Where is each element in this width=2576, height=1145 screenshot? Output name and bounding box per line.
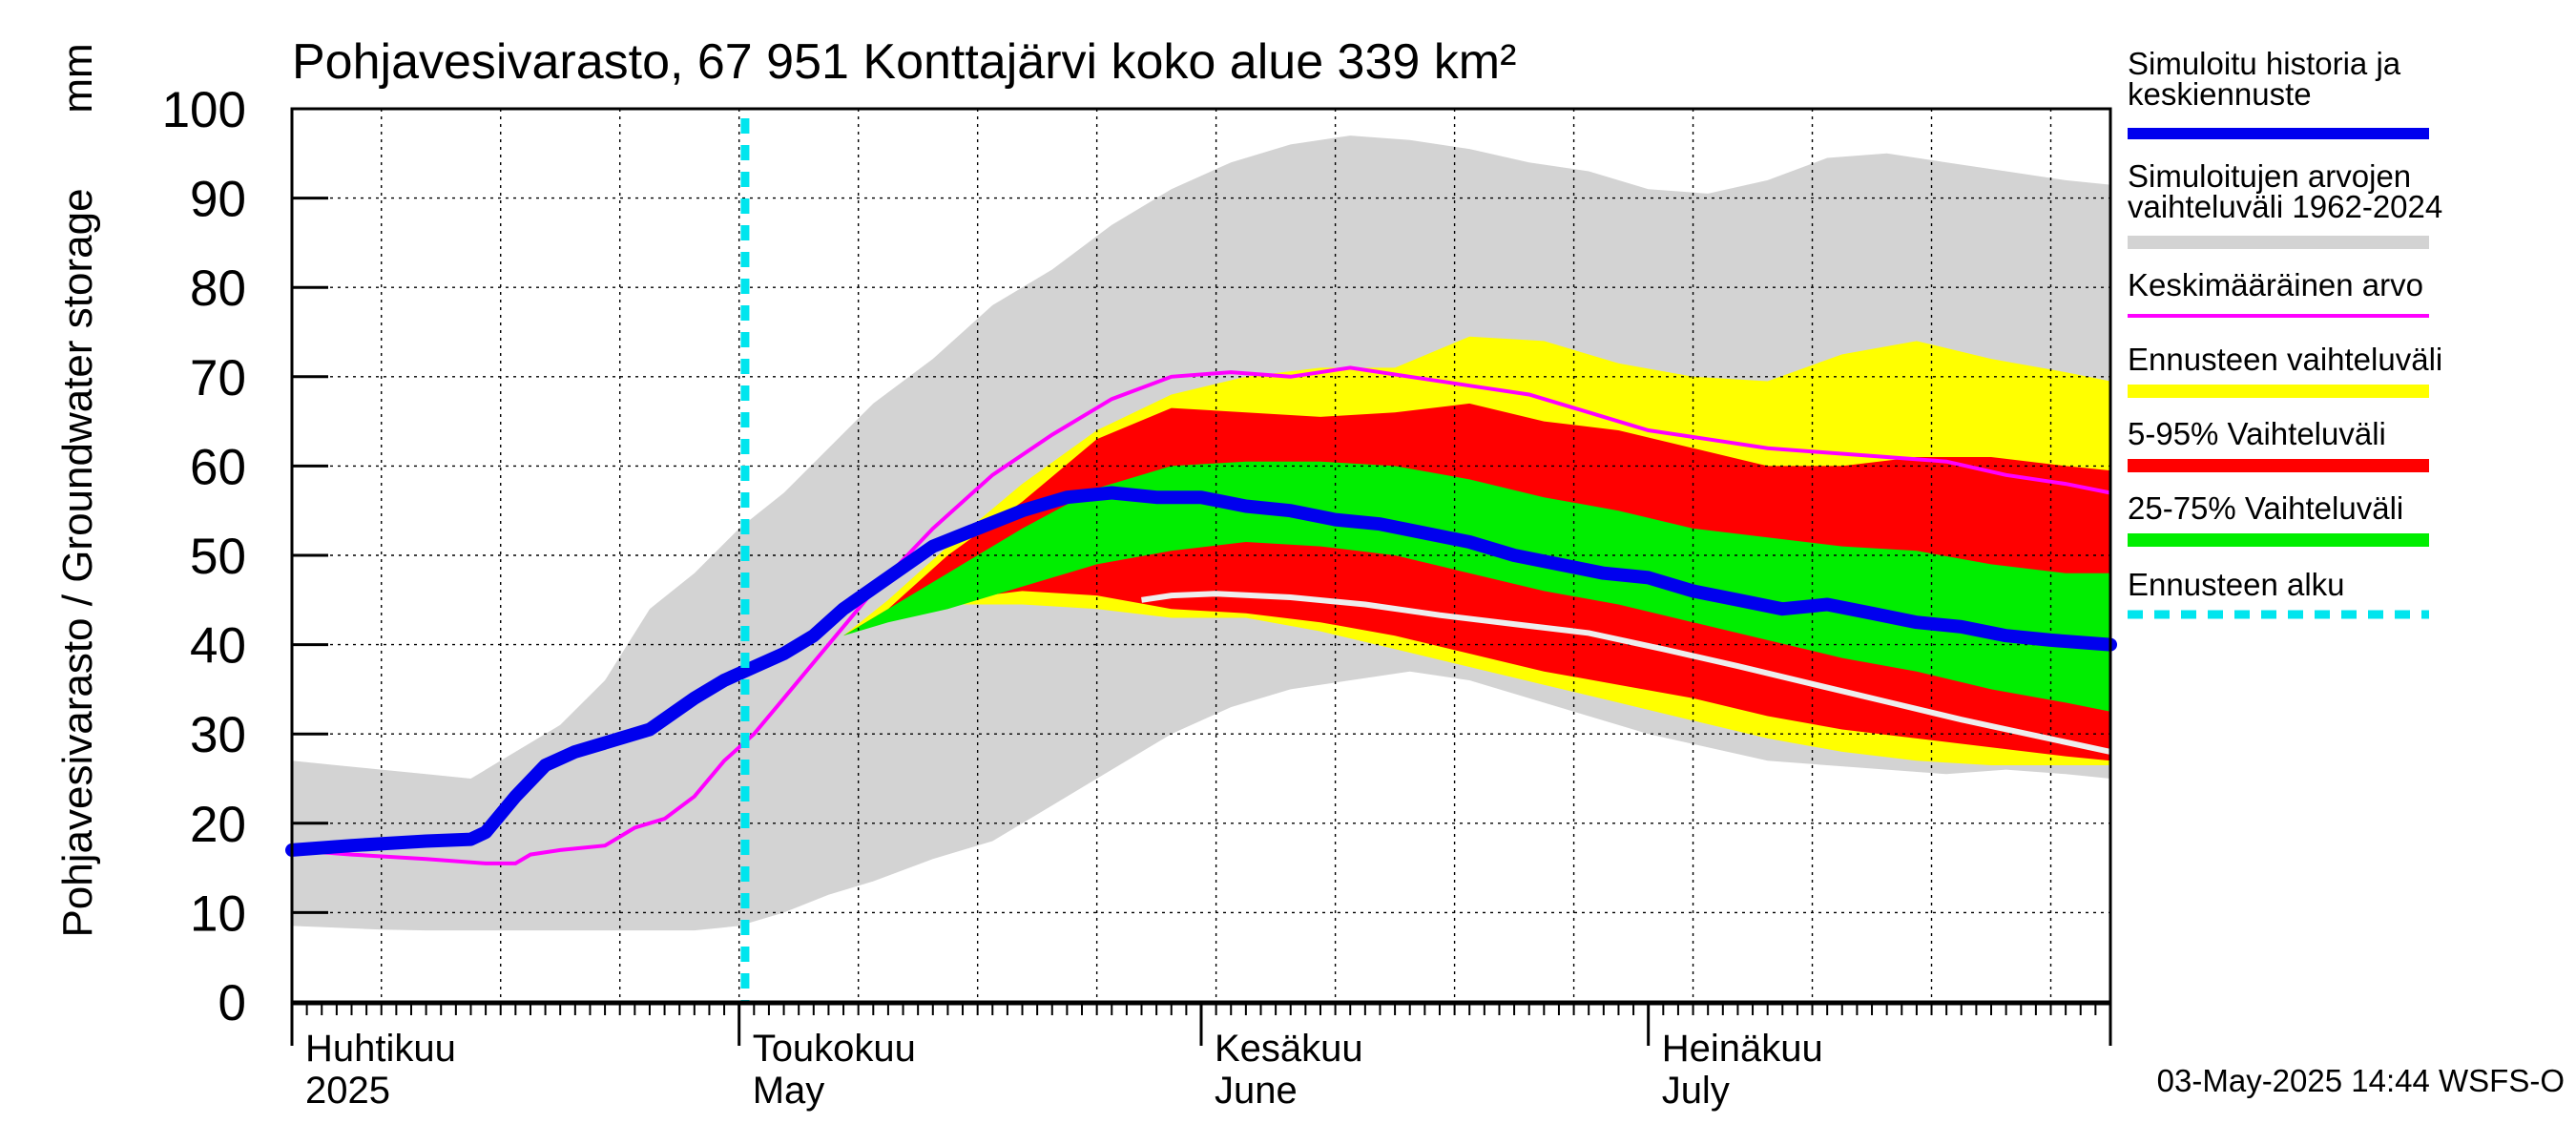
month-label: Huhtikuu [305,1028,456,1070]
legend-label: Ennusteen alku [2128,567,2345,602]
month-label: Toukokuu [753,1028,916,1070]
legend-label: 5-95% Vaihteluväli [2128,416,2386,451]
y-axis-unit: mm [54,43,101,113]
y-tick-label: 30 [190,707,246,763]
legend-label: Ennusteen vaihteluväli [2128,342,2442,377]
y-tick-label: 10 [190,885,246,942]
forecast-median-low-line [1141,591,2111,755]
y-tick-label: 70 [190,350,246,406]
legend-label: Keskimääräinen arvo [2128,267,2423,302]
month-label: Heinäkuu [1662,1028,1823,1070]
legend-label: Simuloitujen arvojen [2128,158,2411,194]
month-label-en: June [1215,1070,1298,1112]
month-label-en: 2025 [305,1070,390,1112]
percentile-25-75-band [843,461,2110,712]
y-tick-label: 50 [190,529,246,585]
month-label-en: May [753,1070,825,1112]
y-tick-label: 80 [190,260,246,317]
legend-label: 25-75% Vaihteluväli [2128,490,2403,526]
y-tick-label: 20 [190,797,246,853]
legend-label: keskiennuste [2128,76,2312,112]
month-label-en: July [1662,1070,1730,1112]
bands-layer [292,135,2110,931]
y-tick-label: 60 [190,439,246,495]
legend-label: vaihteluväli 1962-2024 [2128,189,2442,224]
mean-value-line [291,365,2111,865]
axes-layer [290,107,2112,1046]
y-tick-label: 100 [162,82,246,138]
y-tick-label: 90 [190,172,246,228]
month-label: Kesäkuu [1215,1028,1363,1070]
grid-layer [292,109,2110,1002]
legend-label: Simuloitu historia ja [2128,46,2401,81]
y-tick-label: 0 [218,975,246,1031]
y-axis-label: Pohjavesivarasto / Groundwater storage [54,188,101,937]
simulated-history-line [285,486,2117,857]
chart-title: Pohjavesivarasto, 67 951 Konttajärvi kok… [292,34,1516,90]
timestamp-label: 03-May-2025 14:44 WSFS-O [2157,1063,2565,1098]
series-lines-layer [285,118,2117,1002]
y-tick-label: 40 [190,618,246,675]
